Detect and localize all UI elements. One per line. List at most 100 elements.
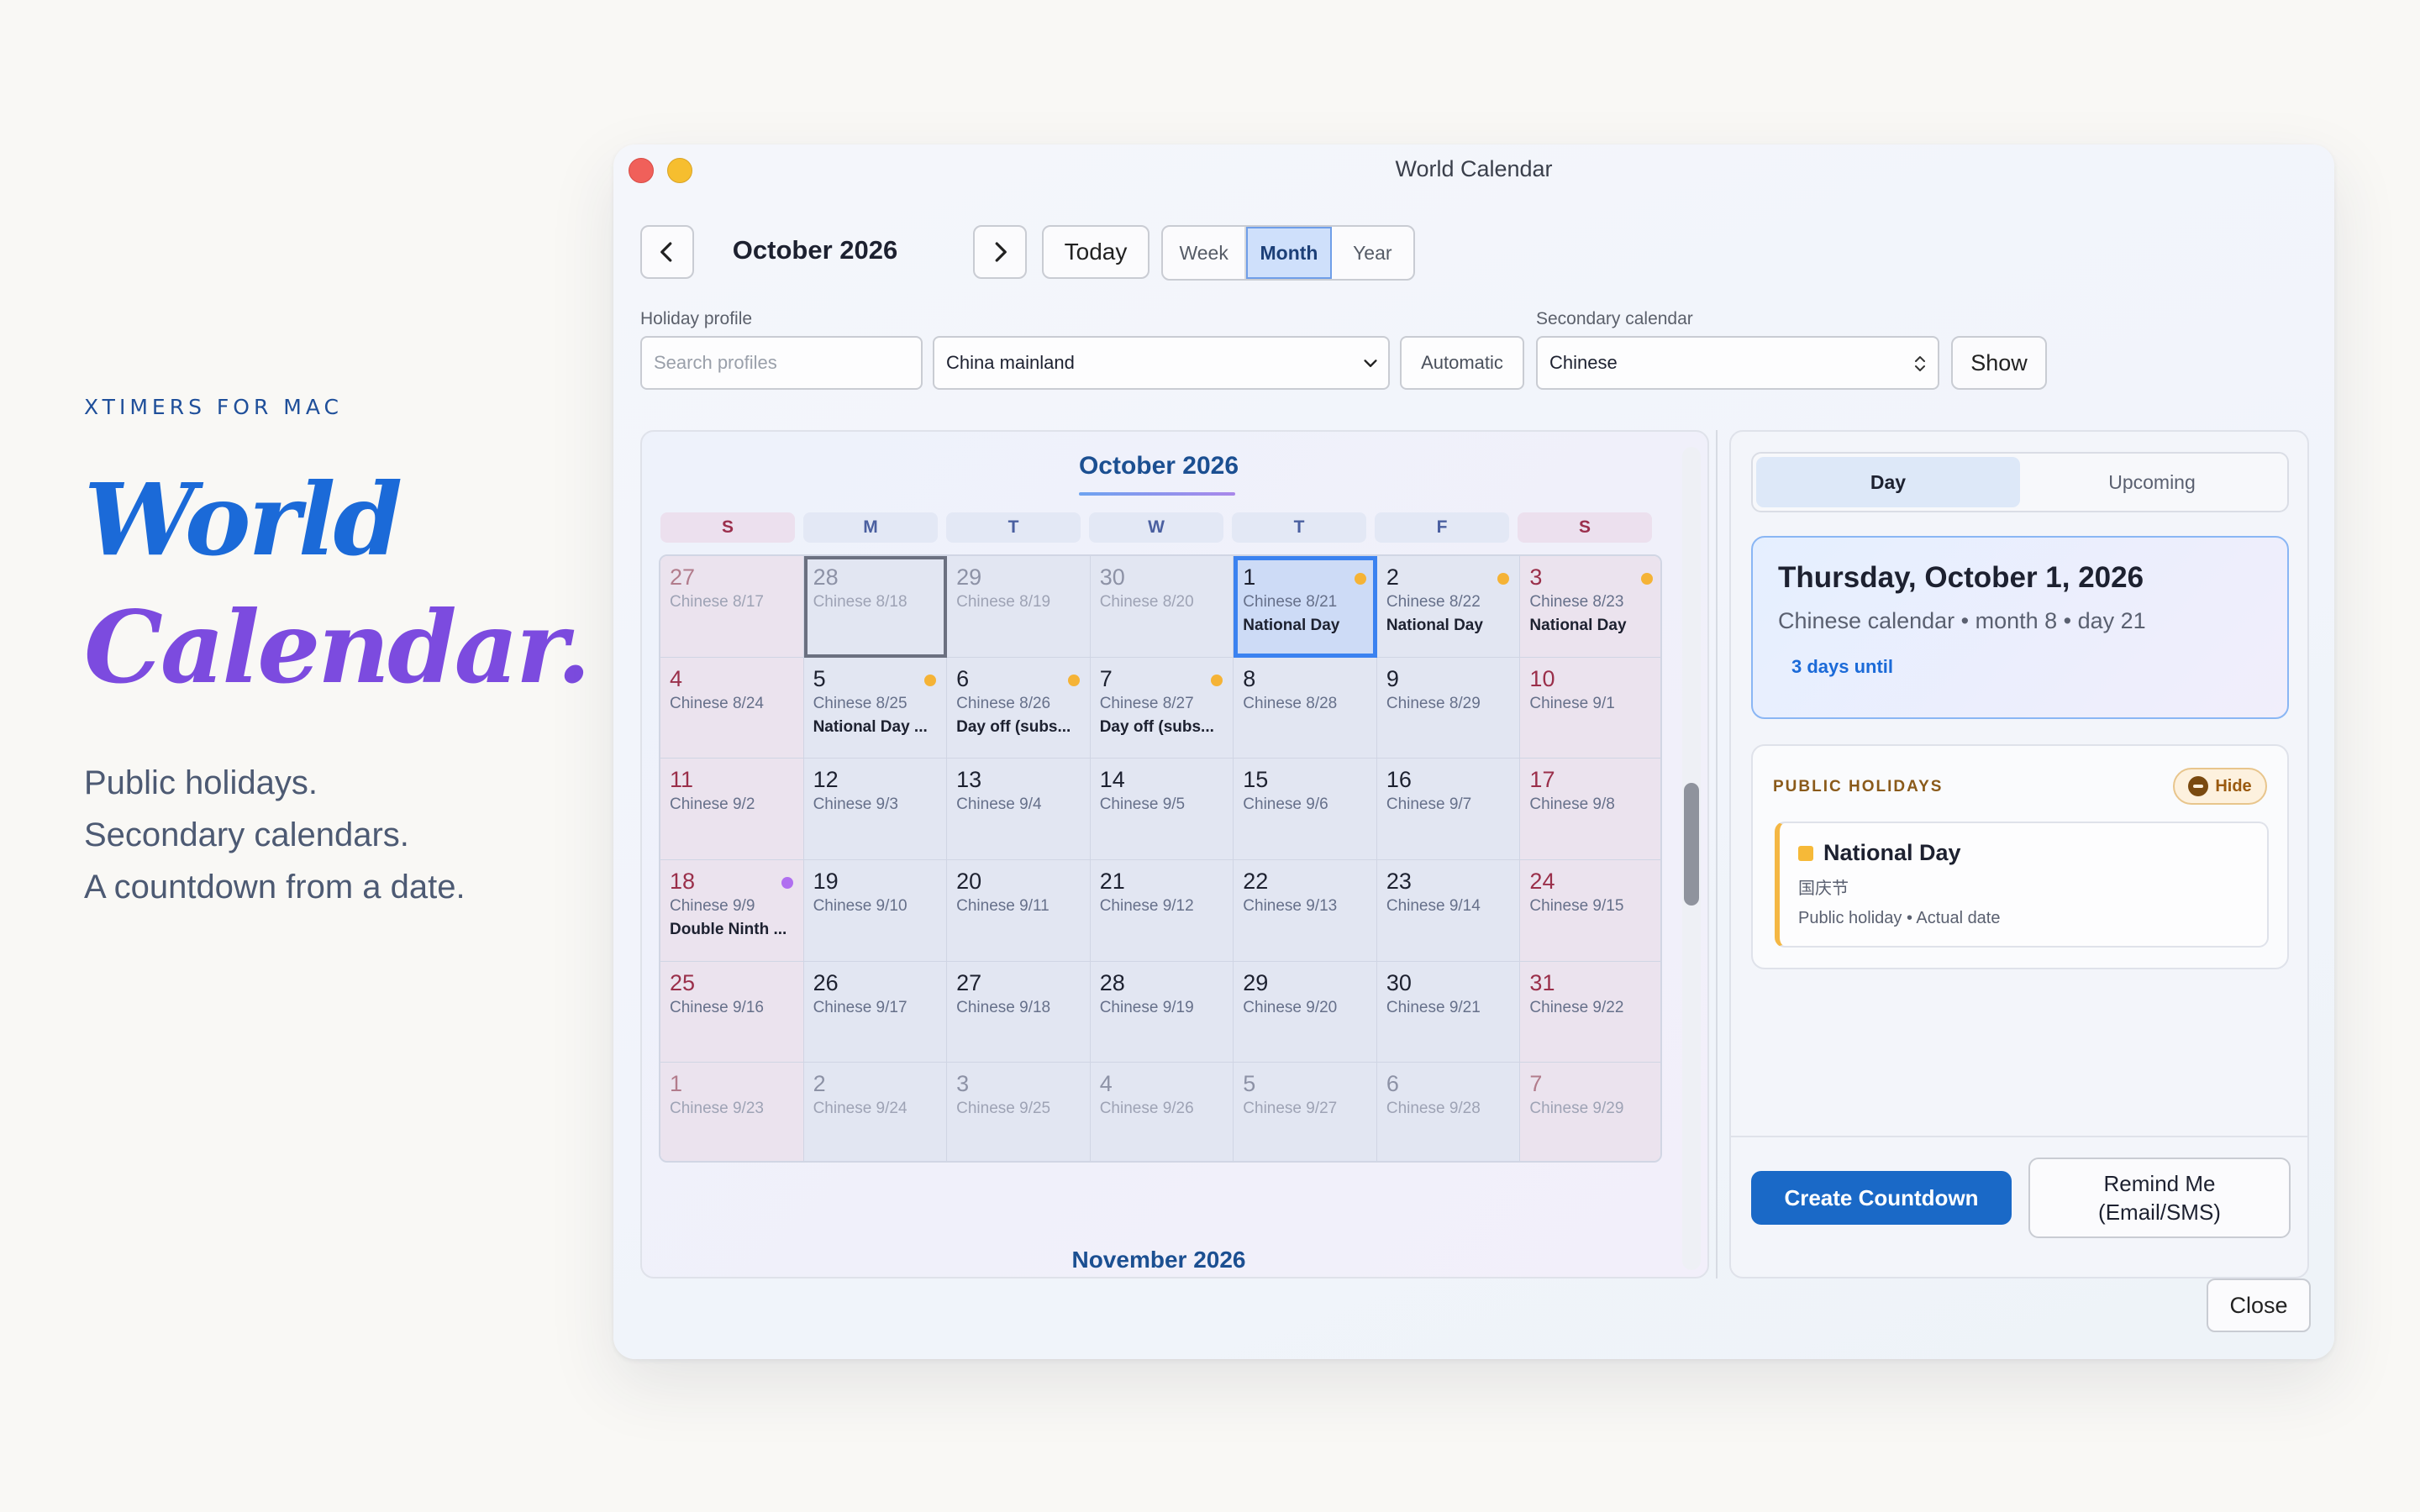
hero-line-1: World [84,461,402,578]
close-window-button[interactable] [629,158,654,183]
create-countdown-button[interactable]: Create Countdown [1751,1171,2012,1225]
day-cell[interactable]: 22 Chinese 9/13 [1234,860,1377,962]
day-cell[interactable]: 9 Chinese 8/29 [1376,657,1521,759]
holiday-label: National Day ... [813,717,928,736]
day-number: 21 [1099,869,1125,894]
day-cell[interactable]: 24 Chinese 9/15 [1520,860,1660,962]
day-number: 5 [1243,1071,1256,1097]
holiday-item[interactable]: National Day 国庆节 Public holiday • Actual… [1775,822,2269,948]
day-cell[interactable]: 28 Chinese 8/18 [803,556,948,658]
secondary-date: Chinese 9/20 [1243,998,1338,1016]
today-button[interactable]: Today [1042,225,1150,279]
hero-title: World Calendar. [84,456,591,711]
day-cell[interactable]: 26 Chinese 9/17 [803,961,948,1063]
month-grid: 27 Chinese 8/17 28 Chinese 8/18 29 Chinese 8/… [659,554,1662,1163]
day-cell[interactable]: 10 Chinese 9/1 [1520,657,1660,759]
day-cell[interactable]: 4 Chinese 9/26 [1090,1063,1234,1161]
day-cell[interactable]: 11 Chinese 9/2 [660,759,804,860]
secondary-date: Chinese 9/10 [813,897,908,915]
day-cell[interactable]: 6 Chinese 8/26 Day off (subs... [947,657,1091,759]
day-number: 2 [1386,564,1399,590]
day-cell[interactable]: 30 Chinese 9/21 [1376,961,1521,1063]
day-number: 29 [1243,969,1269,995]
day-cell[interactable]: 1 Chinese 8/21 National Day [1234,556,1377,658]
remind-me-button[interactable]: Remind Me (Email/SMS) [2028,1158,2291,1238]
day-cell[interactable]: 5 Chinese 8/25 National Day ... [803,657,948,759]
day-cell[interactable]: 25 Chinese 9/16 [660,961,804,1063]
day-cell[interactable]: 17 Chinese 9/8 [1520,759,1660,860]
day-cell[interactable]: 18 Chinese 9/9 Double Ninth ... [660,860,804,962]
day-cell[interactable]: 1 Chinese 9/23 [660,1063,804,1161]
day-number: 30 [1099,564,1125,590]
day-cell[interactable]: 5 Chinese 9/27 [1234,1063,1377,1161]
day-cell[interactable]: 2 Chinese 8/22 National Day [1376,556,1521,658]
day-cell[interactable]: 8 Chinese 8/28 [1234,657,1377,759]
selected-day-card: Thursday, October 1, 2026 Chinese calend… [1751,536,2289,719]
holiday-label: National Day [1529,617,1627,634]
day-cell[interactable]: 3 Chinese 9/25 [947,1063,1091,1161]
secondary-calendar-select[interactable]: Chinese [1536,336,1939,390]
pane-splitter[interactable] [1716,430,1718,1278]
day-cell[interactable]: 31 Chinese 9/22 [1520,961,1660,1063]
day-cell[interactable]: 27 Chinese 9/18 [947,961,1091,1063]
previous-month-button[interactable] [640,225,694,279]
calendar-scrollbar[interactable] [1682,447,1701,1270]
day-cell[interactable]: 29 Chinese 9/20 [1234,961,1377,1063]
view-year-button[interactable]: Year [1353,241,1392,264]
day-cell[interactable]: 23 Chinese 9/14 [1376,860,1521,962]
day-cell[interactable]: 15 Chinese 9/6 [1234,759,1377,860]
day-number: 27 [956,969,982,995]
tab-upcoming[interactable]: Upcoming [2108,470,2196,493]
search-profiles-input[interactable]: Search profiles [640,336,923,390]
tab-day[interactable]: Day [1756,457,2020,507]
day-cell[interactable]: 29 Chinese 8/19 [947,556,1091,658]
day-cell[interactable]: 16 Chinese 9/7 [1376,759,1521,860]
secondary-date: Chinese 9/14 [1386,897,1481,915]
holiday-profile-select[interactable]: China mainland [933,336,1390,390]
day-cell[interactable]: 20 Chinese 9/11 [947,860,1091,962]
day-cell[interactable]: 19 Chinese 9/10 [803,860,948,962]
close-button[interactable]: Close [2207,1278,2311,1332]
next-month-button[interactable] [973,225,1027,279]
day-cell[interactable]: 4 Chinese 8/24 [660,657,804,759]
day-cell[interactable]: 27 Chinese 8/17 [660,556,804,658]
day-cell[interactable]: 12 Chinese 9/3 [803,759,948,860]
show-button[interactable]: Show [1951,336,2047,390]
day-cell[interactable]: 28 Chinese 9/19 [1090,961,1234,1063]
day-cell[interactable]: 3 Chinese 8/23 National Day [1520,556,1660,658]
scroll-thumb[interactable] [1684,783,1699,906]
view-week-button[interactable]: Week [1163,227,1247,279]
tagline-line: A countdown from a date. [84,869,466,906]
day-number: 12 [813,767,839,793]
chevron-left-icon [660,242,672,262]
secondary-date: Chinese 9/9 [670,897,755,915]
holiday-dot-icon [1640,573,1653,585]
holiday-meta: Public holiday • Actual date [1798,909,2001,927]
view-month-button[interactable]: Month [1246,227,1332,279]
secondary-date: Chinese 9/3 [813,795,898,814]
countdown-badge: 3 days until [1791,656,1894,677]
hide-holidays-button[interactable]: Hide [2173,768,2267,805]
secondary-date: Chinese 8/18 [813,593,908,611]
day-cell[interactable]: 6 Chinese 9/28 [1376,1063,1521,1161]
holiday-dot-icon [781,877,793,889]
day-cell[interactable]: 30 Chinese 8/20 [1090,556,1234,658]
secondary-date: Chinese 8/19 [956,593,1051,611]
day-cell[interactable]: 13 Chinese 9/4 [947,759,1091,860]
day-cell[interactable]: 7 Chinese 8/27 Day off (subs... [1090,657,1234,759]
holiday-name-row: National Day [1798,840,2249,866]
day-cell[interactable]: 7 Chinese 9/29 [1520,1063,1660,1161]
secondary-date: Chinese 8/26 [956,694,1051,712]
day-cell[interactable]: 2 Chinese 9/24 [803,1063,948,1161]
day-number: 15 [1243,767,1269,793]
secondary-date: Chinese 9/19 [1099,998,1194,1016]
automatic-button[interactable]: Automatic [1400,336,1524,390]
day-cell[interactable]: 21 Chinese 9/12 [1090,860,1234,962]
secondary-date: Chinese 9/11 [956,897,1050,915]
day-number: 4 [670,665,683,691]
detail-tabs: Day Upcoming [1751,452,2289,512]
secondary-date: Chinese 8/22 [1386,593,1481,611]
day-number: 6 [1386,1071,1399,1097]
minimize-window-button[interactable] [667,158,692,183]
day-cell[interactable]: 14 Chinese 9/5 [1090,759,1234,860]
